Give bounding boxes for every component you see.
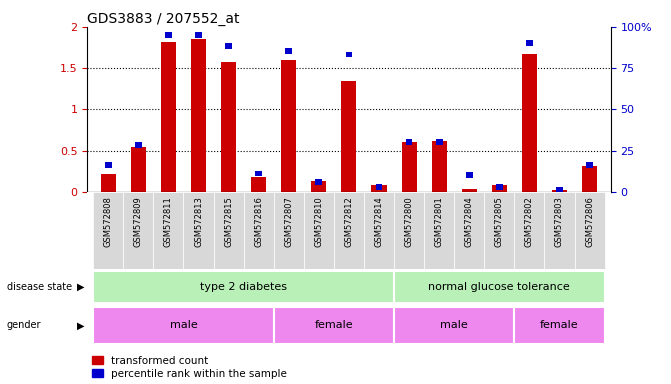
- Bar: [244, 192, 274, 269]
- Text: ▶: ▶: [77, 282, 85, 292]
- Text: GDS3883 / 207552_at: GDS3883 / 207552_at: [87, 12, 240, 26]
- Text: GSM572804: GSM572804: [465, 196, 474, 247]
- Text: ▶: ▶: [77, 320, 85, 331]
- Text: female: female: [540, 320, 579, 331]
- Bar: [93, 271, 394, 303]
- Text: GSM572809: GSM572809: [134, 196, 143, 247]
- Bar: [364, 192, 394, 269]
- Bar: [552, 190, 567, 192]
- Bar: [285, 48, 292, 54]
- Bar: [93, 192, 123, 269]
- Bar: [334, 192, 364, 269]
- Bar: [401, 142, 417, 192]
- Bar: [492, 185, 507, 192]
- Text: normal glucose tolerance: normal glucose tolerance: [429, 282, 570, 292]
- Bar: [135, 142, 142, 148]
- Bar: [183, 192, 213, 269]
- Bar: [304, 192, 334, 269]
- Bar: [255, 170, 262, 176]
- Text: GSM572807: GSM572807: [285, 196, 293, 247]
- Bar: [311, 181, 326, 192]
- Bar: [161, 42, 176, 192]
- Bar: [225, 43, 232, 49]
- Bar: [195, 32, 202, 38]
- Bar: [574, 192, 605, 269]
- Text: gender: gender: [7, 320, 41, 331]
- Text: GSM572815: GSM572815: [224, 196, 233, 247]
- Text: type 2 diabetes: type 2 diabetes: [200, 282, 287, 292]
- Bar: [466, 172, 472, 178]
- Bar: [342, 81, 356, 192]
- Bar: [281, 60, 297, 192]
- Text: GSM572806: GSM572806: [585, 196, 594, 247]
- Text: GSM572800: GSM572800: [405, 196, 413, 247]
- Bar: [484, 192, 515, 269]
- Bar: [191, 39, 206, 192]
- Bar: [123, 192, 154, 269]
- Bar: [435, 139, 443, 145]
- Bar: [165, 32, 172, 38]
- Text: GSM572813: GSM572813: [194, 196, 203, 247]
- Bar: [526, 40, 533, 46]
- Bar: [221, 62, 236, 192]
- Bar: [105, 162, 111, 168]
- Text: disease state: disease state: [7, 282, 72, 292]
- Bar: [251, 177, 266, 192]
- Bar: [582, 166, 597, 192]
- Bar: [274, 307, 394, 344]
- Bar: [394, 192, 424, 269]
- Bar: [556, 187, 563, 193]
- Bar: [376, 184, 382, 190]
- Bar: [586, 162, 593, 168]
- Text: GSM572816: GSM572816: [254, 196, 263, 247]
- Bar: [372, 185, 386, 192]
- Bar: [515, 307, 605, 344]
- Text: GSM572814: GSM572814: [374, 196, 384, 247]
- Bar: [93, 307, 274, 344]
- Text: GSM572803: GSM572803: [555, 196, 564, 247]
- Bar: [406, 139, 413, 145]
- Text: male: male: [170, 320, 197, 331]
- Text: GSM572810: GSM572810: [314, 196, 323, 247]
- Text: GSM572805: GSM572805: [495, 196, 504, 247]
- Bar: [131, 147, 146, 192]
- Bar: [431, 141, 447, 192]
- Bar: [462, 189, 477, 192]
- Bar: [315, 179, 322, 185]
- Bar: [424, 192, 454, 269]
- Bar: [346, 51, 352, 58]
- Bar: [496, 184, 503, 190]
- Text: GSM572802: GSM572802: [525, 196, 534, 247]
- Bar: [154, 192, 183, 269]
- Text: male: male: [440, 320, 468, 331]
- Text: GSM572811: GSM572811: [164, 196, 173, 247]
- Text: female: female: [315, 320, 353, 331]
- Bar: [522, 54, 537, 192]
- Bar: [515, 192, 544, 269]
- Bar: [454, 192, 484, 269]
- Bar: [274, 192, 304, 269]
- Legend: transformed count, percentile rank within the sample: transformed count, percentile rank withi…: [93, 356, 287, 379]
- Text: GSM572812: GSM572812: [344, 196, 354, 247]
- Bar: [394, 271, 605, 303]
- Bar: [544, 192, 574, 269]
- Text: GSM572801: GSM572801: [435, 196, 444, 247]
- Text: GSM572808: GSM572808: [104, 196, 113, 247]
- Bar: [213, 192, 244, 269]
- Bar: [394, 307, 515, 344]
- Bar: [101, 174, 116, 192]
